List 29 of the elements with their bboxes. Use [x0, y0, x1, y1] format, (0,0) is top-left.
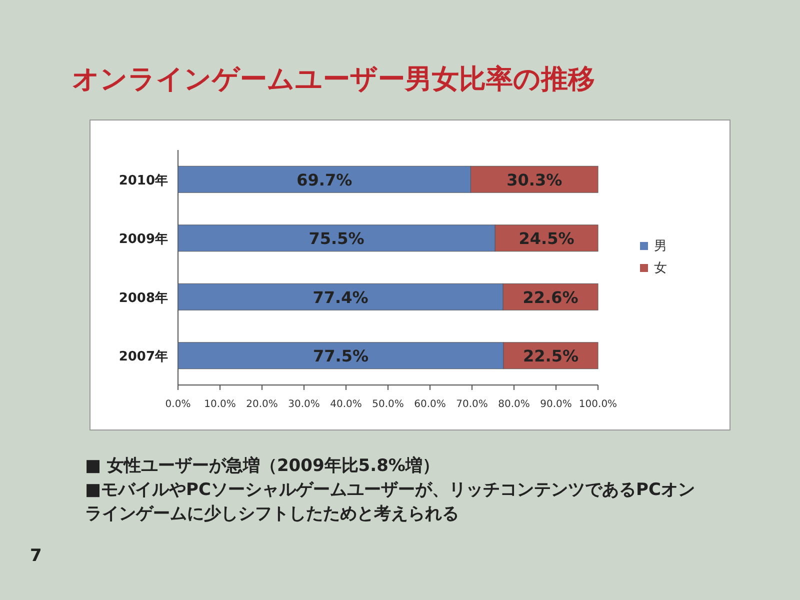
text: ■モバイルやPCソーシャルゲームユーザーが、リッチコンテンツであるPCオンラインゲームに少しシフトしたためと考えられる: [85, 479, 696, 526]
x-tick-label: 100.0%: [578, 399, 618, 410]
data-label: 22.6%: [522, 288, 578, 307]
chart-title: オンラインゲームユーザー男女比率の推移: [72, 64, 595, 95]
legend-label: 女: [654, 261, 667, 276]
x-tick-label: 60.0%: [414, 399, 446, 410]
x-tick-label: 50.0%: [372, 399, 404, 410]
data-label: 22.5%: [522, 346, 579, 366]
x-tick-label: 10.0%: [204, 399, 236, 410]
y-tick-label: 2007年: [118, 350, 168, 365]
y-tick-label: 2008年: [118, 290, 168, 306]
x-tick-label: 40.0%: [330, 399, 362, 410]
y-tick-label: 2010年: [118, 173, 168, 188]
x-tick-label: 0.0%: [165, 399, 191, 410]
text: 7: [30, 545, 43, 568]
data-label: 77.4%: [312, 288, 368, 307]
legend-label: 男: [654, 239, 667, 254]
x-tick-label: 30.0%: [288, 399, 320, 410]
data-label: 69.7%: [296, 170, 352, 190]
x-tick-label: 20.0%: [246, 399, 278, 410]
data-label: 77.5%: [312, 346, 369, 366]
text: ■ 女性ユーザーが急増（2009年比5.8%増）: [85, 455, 440, 478]
data-label: 30.3%: [506, 170, 562, 190]
x-tick-label: 70.0%: [456, 399, 488, 410]
data-label: 75.5%: [308, 229, 364, 248]
x-tick-label: 80.0%: [498, 399, 530, 410]
y-tick-label: 2009年: [118, 232, 168, 248]
x-tick-label: 90.0%: [540, 399, 572, 410]
data-label: 24.5%: [518, 229, 574, 248]
